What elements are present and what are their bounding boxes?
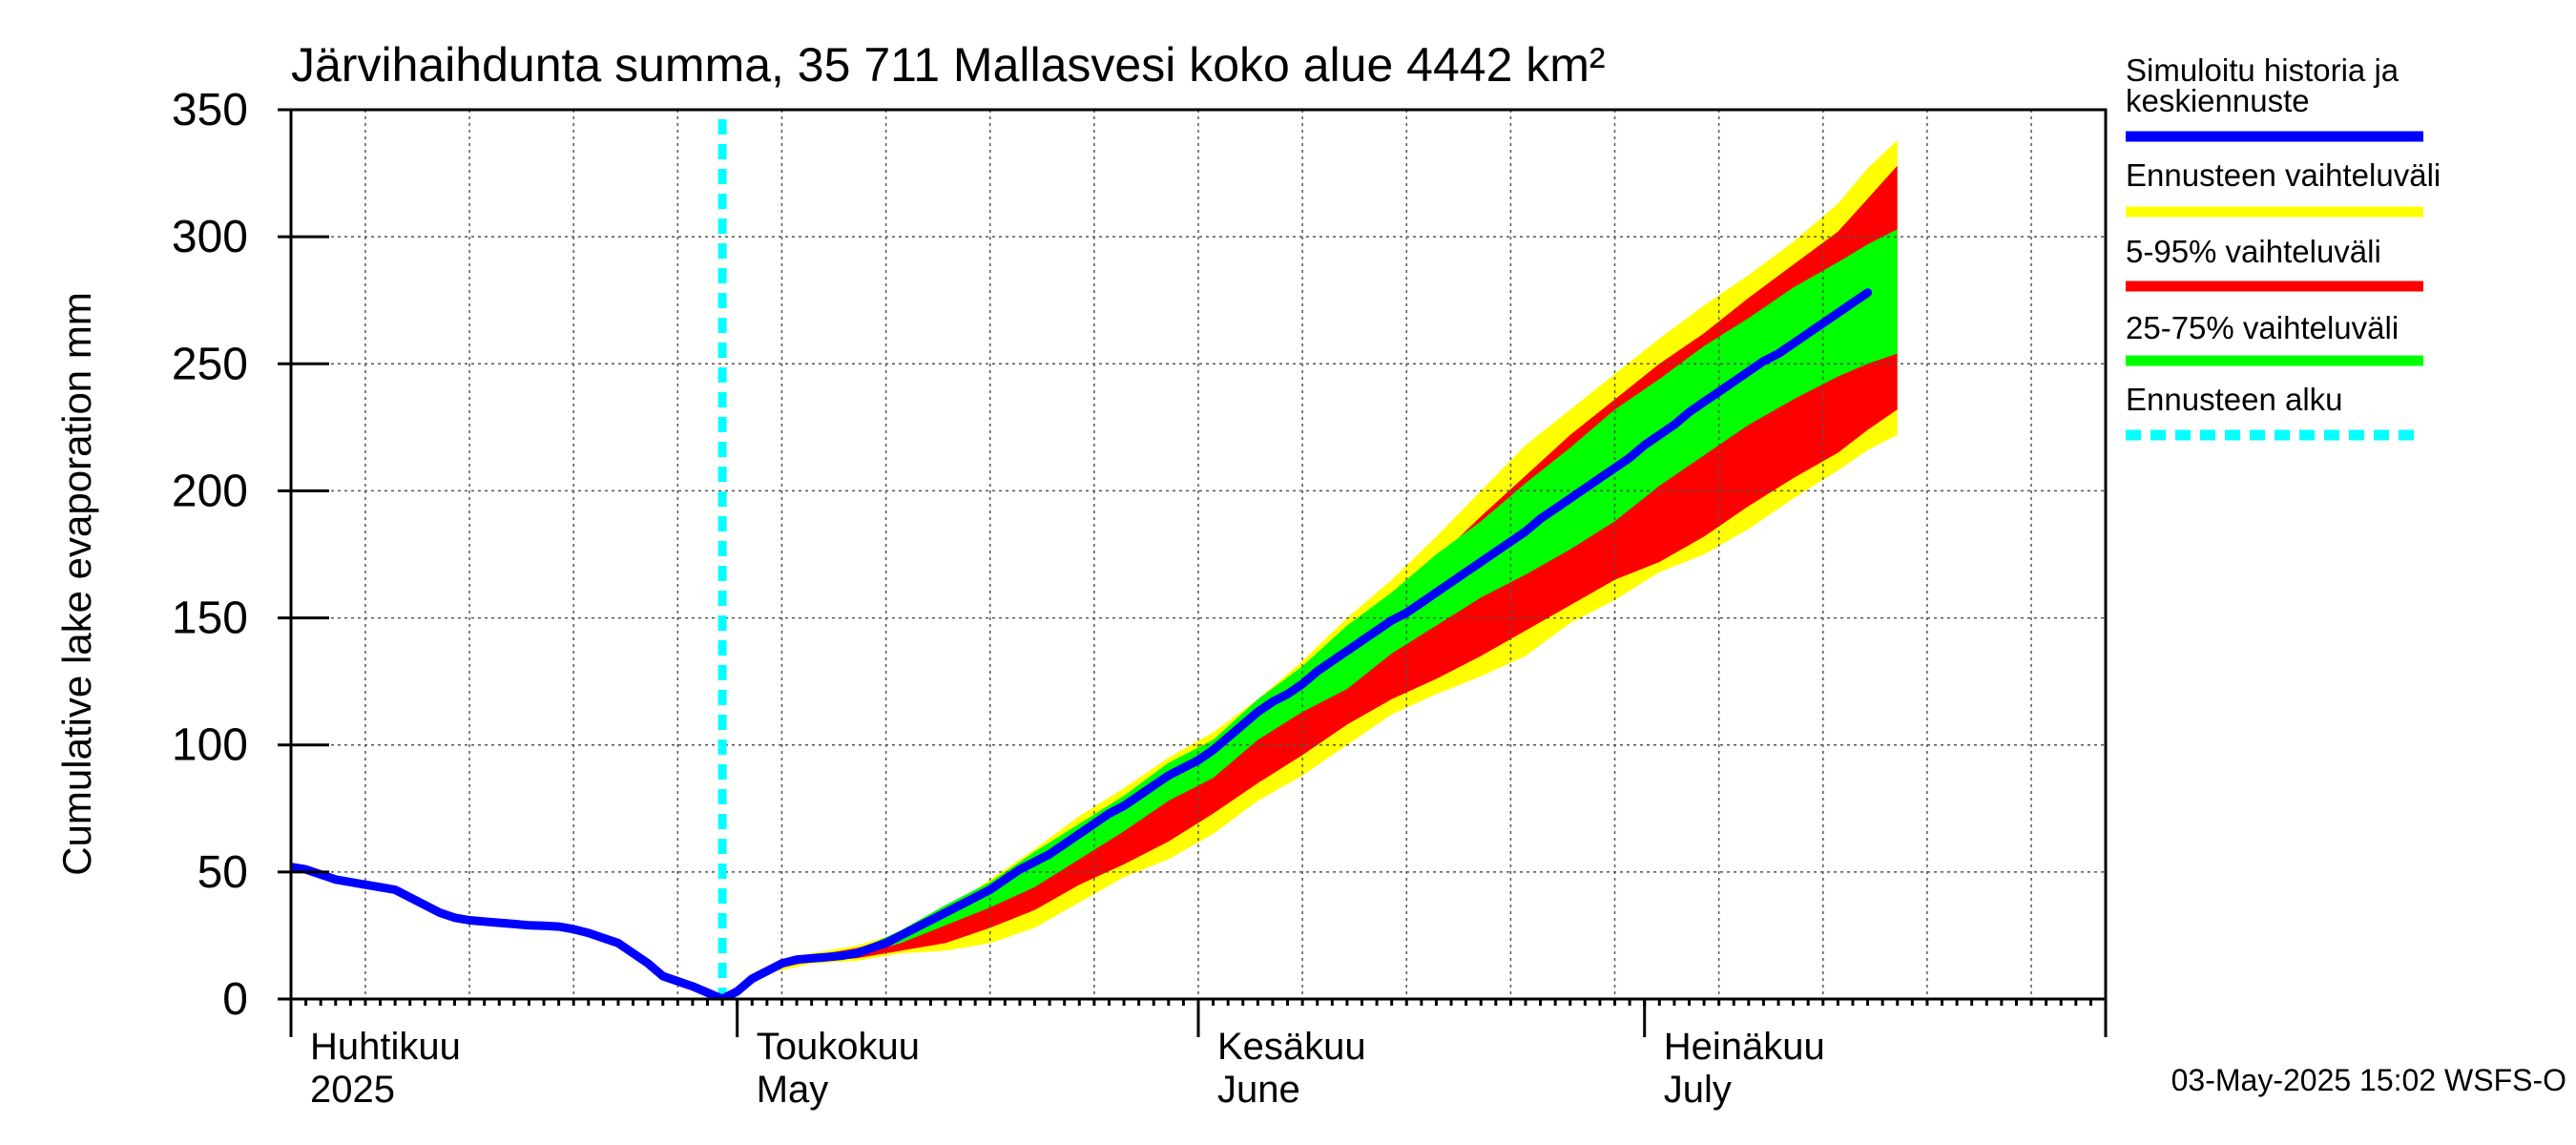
median-line <box>291 288 1873 999</box>
x-month-label: Heinäkuu <box>1664 1026 1825 1068</box>
band-1 <box>722 140 1898 999</box>
x-month-label: Toukokuu <box>757 1026 920 1068</box>
legend-label: keskiennuste <box>2126 83 2310 118</box>
legend-label: 25-75% vaihteluväli <box>2126 310 2399 345</box>
x-month-label-secondary: June <box>1217 1069 1300 1111</box>
legend-entry-3: 5-95% vaihteluväli <box>2126 234 2423 292</box>
forecast-bands <box>722 140 1898 999</box>
band-2 <box>722 165 1898 999</box>
legend-entry-5: Ennusteen alku <box>2126 382 2423 441</box>
legend-label: 5-95% vaihteluväli <box>2126 234 2381 269</box>
x-month-label-secondary: July <box>1664 1069 1732 1111</box>
series-lines <box>291 119 1873 999</box>
chart-title: Järvihaihdunta summa, 35 711 Mallasvesi … <box>291 38 1606 92</box>
y-tick-label: 100 <box>172 720 248 771</box>
y-tick-label: 300 <box>172 212 248 262</box>
x-month-label: Huhtikuu <box>310 1026 461 1068</box>
legend-label: Ennusteen vaihteluväli <box>2126 157 2441 193</box>
y-tick-label: 150 <box>172 593 248 644</box>
legend-label: Simuloitu historia ja <box>2126 52 2399 88</box>
y-tick-label: 200 <box>172 466 248 516</box>
legend-label: Ennusteen alku <box>2126 382 2343 417</box>
legend-entry-4: 25-75% vaihteluväli <box>2126 310 2423 366</box>
y-tick-label: 0 <box>222 974 248 1025</box>
y-tick-label: 250 <box>172 339 248 389</box>
legend-entry-2: Ennusteen vaihteluväli <box>2126 157 2441 218</box>
band-3 <box>722 229 1898 999</box>
y-tick-label: 50 <box>197 847 248 898</box>
footer-timestamp: 03-May-2025 15:02 WSFS-O <box>2171 1063 2566 1097</box>
x-month-label: Kesäkuu <box>1217 1026 1366 1068</box>
x-month-label-secondary: 2025 <box>310 1069 395 1111</box>
y-axis-label: Cumulative lake evaporation mm <box>54 292 99 876</box>
y-tick-label: 350 <box>172 85 248 135</box>
x-month-label-secondary: May <box>757 1069 829 1111</box>
grid <box>291 109 2106 999</box>
